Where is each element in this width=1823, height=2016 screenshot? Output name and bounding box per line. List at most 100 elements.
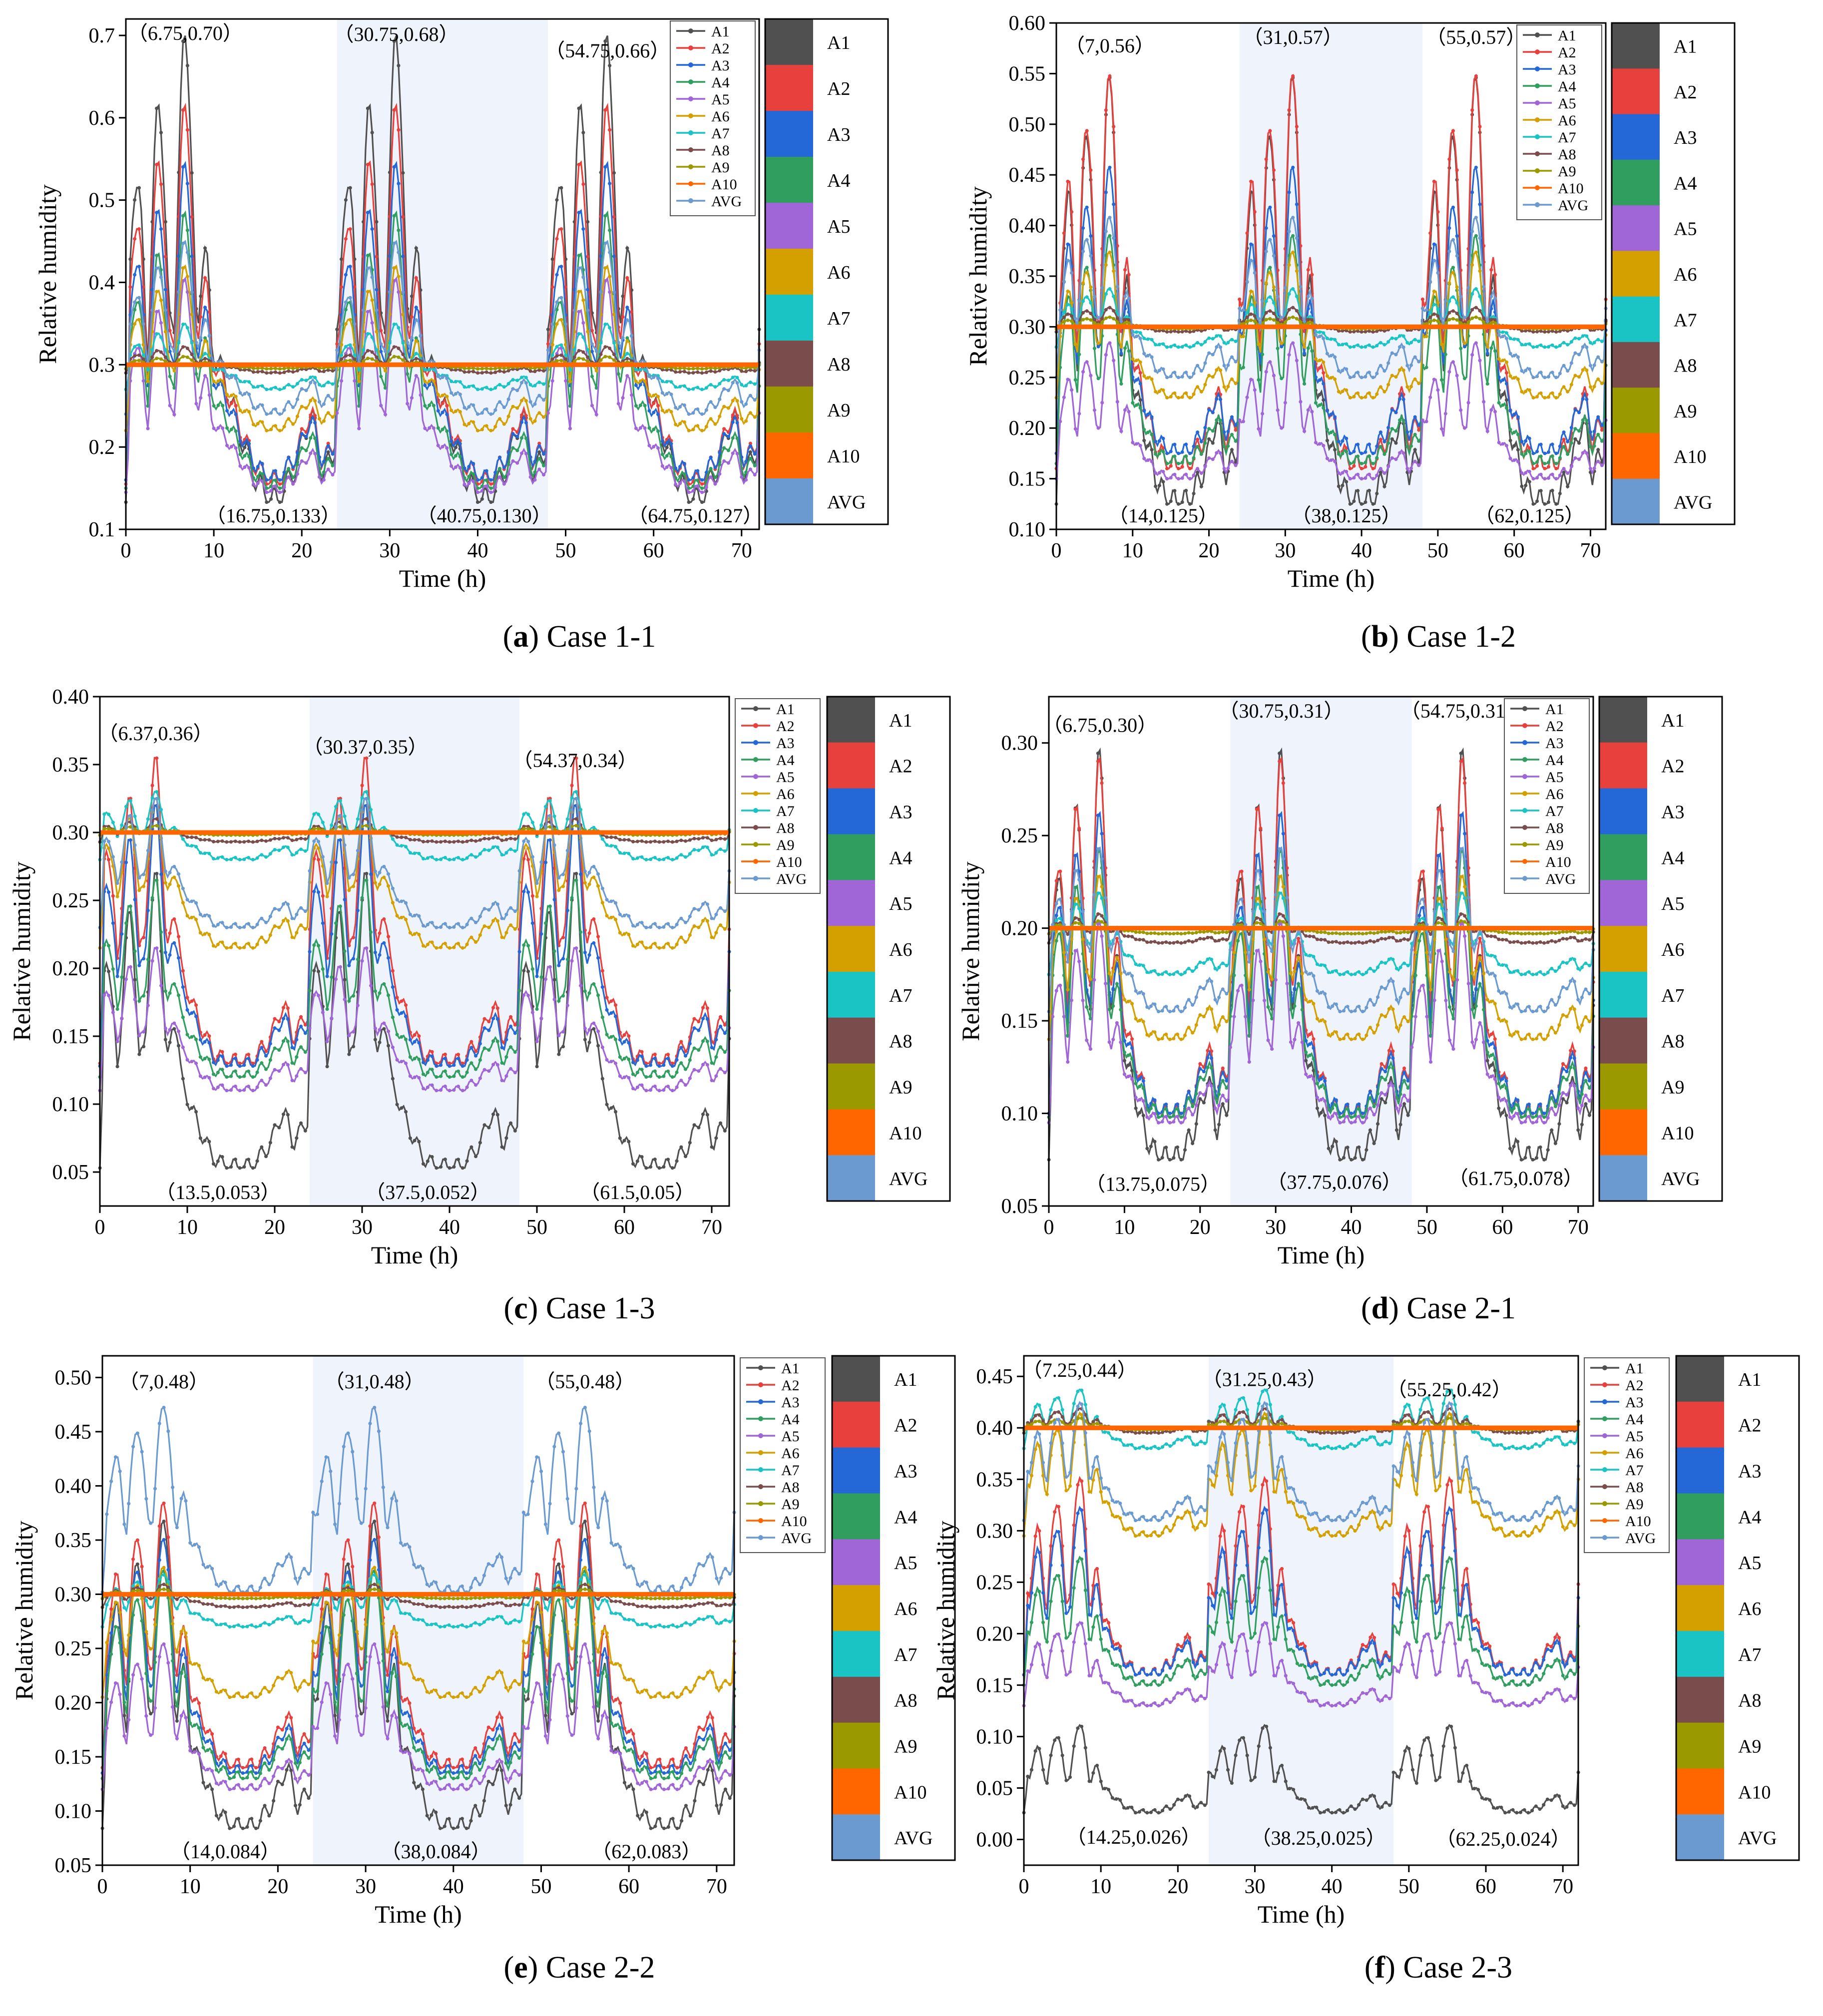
color-key-frame bbox=[826, 696, 951, 1202]
annotation-label: （38,0.084） bbox=[381, 1840, 491, 1863]
plot-frame bbox=[101, 1355, 735, 1866]
legend-marker bbox=[758, 1433, 763, 1438]
x-tick-label: 10 bbox=[1090, 1875, 1111, 1898]
legend-marker bbox=[688, 130, 693, 135]
x-tick-label: 10 bbox=[177, 1216, 198, 1239]
x-tick-label: 20 bbox=[1190, 1216, 1211, 1239]
y-tick-label: 0.35 bbox=[1009, 265, 1046, 288]
annotation-label: （6.37,0.36） bbox=[98, 722, 213, 745]
legend-marker bbox=[1535, 100, 1540, 105]
x-tick-label: 30 bbox=[379, 539, 400, 562]
legend-label: AVG bbox=[1558, 197, 1588, 214]
x-tick-label: 70 bbox=[1568, 1216, 1589, 1239]
x-tick-label: 70 bbox=[731, 539, 752, 562]
legend-label: A8 bbox=[781, 1479, 800, 1496]
x-axis-label: Time (h) bbox=[1288, 564, 1375, 592]
x-tick-label: 10 bbox=[1114, 1216, 1135, 1239]
x-tick-label: 60 bbox=[1492, 1216, 1513, 1239]
legend-label: A8 bbox=[1558, 146, 1576, 163]
chart-case-2-2: 0 10 20 30 40 50 60 70 0.05 0.10 0.15 0.20 0.25 0.30 0… bbox=[10, 1355, 956, 1928]
color-key-swatch-a2 bbox=[1676, 1401, 1724, 1448]
color-key-label: A5 bbox=[1661, 893, 1684, 914]
legend-label: A4 bbox=[781, 1411, 800, 1428]
color-key-swatch-a10 bbox=[832, 1768, 880, 1815]
annotation-label: （37.5,0.052） bbox=[365, 1181, 490, 1204]
legend-label: A1 bbox=[1558, 27, 1576, 44]
color-key-swatch-a9 bbox=[1612, 388, 1660, 433]
x-tick-label: 0 bbox=[1051, 539, 1062, 562]
caption-b: (b) Case 1-2 bbox=[1361, 620, 1516, 654]
x-tick-label: 70 bbox=[1552, 1875, 1573, 1898]
color-key-swatch-a6 bbox=[1599, 926, 1647, 972]
color-key: A1 A2 A3 A4 A5 A6 A7 A8 A9 A10 AVG bbox=[1675, 1355, 1800, 1861]
y-tick-label: 0.2 bbox=[89, 436, 115, 459]
annotation-label: （31,0.57） bbox=[1243, 26, 1343, 48]
x-tick-label: 50 bbox=[526, 1216, 547, 1239]
color-key-swatch-a5 bbox=[765, 203, 813, 249]
color-key-swatch-a3 bbox=[1612, 114, 1660, 160]
color-key-label: A5 bbox=[1738, 1553, 1761, 1574]
color-key-label: A8 bbox=[827, 354, 850, 375]
y-tick-label: 0.40 bbox=[976, 1417, 1013, 1440]
x-tick-label: 20 bbox=[291, 539, 312, 562]
legend-marker bbox=[1535, 185, 1540, 190]
legend-marker bbox=[688, 62, 693, 67]
legend-marker bbox=[758, 1467, 763, 1472]
color-key-swatch-a2 bbox=[827, 742, 875, 789]
color-key-label: A6 bbox=[1738, 1599, 1761, 1619]
y-tick-label: 0.30 bbox=[976, 1520, 1013, 1543]
x-tick-label: 30 bbox=[1275, 539, 1296, 562]
color-key-label: A6 bbox=[894, 1599, 917, 1619]
color-key-label: A1 bbox=[827, 32, 850, 53]
y-tick-label: 0.5 bbox=[89, 189, 115, 212]
x-tick-label: 20 bbox=[1167, 1875, 1188, 1898]
color-key-swatch-a7 bbox=[827, 971, 875, 1018]
chart-case-1-2: 0 10 20 30 40 50 60 70 0.10 0.15 0.20 0.25 0.30 0.35 0… bbox=[964, 12, 1736, 592]
legend-marker bbox=[753, 774, 758, 779]
color-key-swatch-a2 bbox=[1599, 742, 1647, 789]
color-key-swatch-a10 bbox=[765, 432, 813, 479]
annotation-label: （55,0.48） bbox=[535, 1370, 635, 1393]
x-axis-label: Time (h) bbox=[399, 564, 486, 592]
color-key-swatch-a7 bbox=[765, 295, 813, 341]
x-tick-label: 60 bbox=[1475, 1875, 1496, 1898]
y-tick-label: 0.45 bbox=[1009, 164, 1046, 187]
legend-label: A4 bbox=[711, 74, 730, 91]
color-key-swatch-a9 bbox=[1599, 1063, 1647, 1110]
legend-marker bbox=[1522, 808, 1527, 813]
color-key-swatch-a8 bbox=[1612, 342, 1660, 388]
color-key-label: A1 bbox=[1674, 36, 1697, 57]
x-tick-label: 40 bbox=[443, 1875, 464, 1898]
legend-label: A2 bbox=[1545, 718, 1564, 735]
annotation-label: （30.75,0.31） bbox=[1219, 700, 1344, 722]
x-tick-label: 10 bbox=[180, 1875, 201, 1898]
y-tick-label: 0.25 bbox=[976, 1571, 1013, 1594]
color-key-swatch-a4 bbox=[765, 157, 813, 203]
color-key-swatch-a10 bbox=[827, 1109, 875, 1156]
caption-letter: f bbox=[1374, 1951, 1385, 1985]
color-key-swatch-a1 bbox=[1676, 1356, 1724, 1402]
color-key-swatch-a8 bbox=[827, 1017, 875, 1064]
x-tick-label: 20 bbox=[1199, 539, 1220, 562]
color-key-label: AVG bbox=[889, 1169, 927, 1190]
x-tick-label: 60 bbox=[618, 1875, 639, 1898]
y-tick-label: 0.50 bbox=[55, 1366, 92, 1389]
legend-label: AVG bbox=[776, 871, 807, 887]
color-key-swatch-a1 bbox=[765, 19, 813, 65]
color-key-swatch-a3 bbox=[1676, 1447, 1724, 1494]
color-key-label: A7 bbox=[827, 308, 850, 329]
color-key-swatch-a1 bbox=[832, 1356, 880, 1402]
y-tick-label: 0.3 bbox=[89, 354, 115, 377]
y-tick-label: 0.20 bbox=[976, 1622, 1013, 1645]
legend-label: A5 bbox=[781, 1428, 800, 1445]
color-key-label: A9 bbox=[889, 1077, 912, 1098]
caption-letter: b bbox=[1371, 620, 1389, 654]
legend-marker bbox=[1535, 117, 1540, 122]
legend-marker bbox=[1602, 1501, 1607, 1506]
legend-marker bbox=[1602, 1365, 1607, 1370]
legend-label: A6 bbox=[1545, 786, 1564, 803]
x-tick-label: 30 bbox=[355, 1875, 376, 1898]
color-key-swatch-a6 bbox=[827, 926, 875, 972]
